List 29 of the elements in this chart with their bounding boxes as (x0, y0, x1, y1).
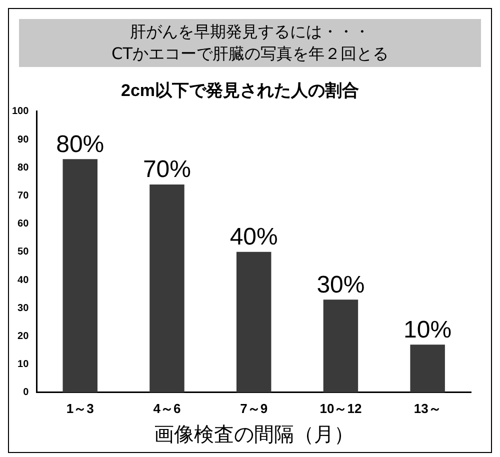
y-tick-label: 20 (18, 330, 30, 342)
y-tick-label: 10 (18, 359, 30, 370)
y-tick-label: 40 (18, 274, 30, 286)
x-tick-label: 7～9 (240, 400, 268, 416)
y-tick-label: 70 (18, 190, 30, 202)
bar (236, 252, 272, 392)
y-tick-label: 30 (18, 302, 30, 314)
chart-title: 肝がんを早期発見するには・・・ CTかエコーで肝臓の写真を年２回とる (19, 21, 481, 65)
y-tick-label: 60 (18, 218, 30, 230)
x-tick-label: 4～6 (153, 400, 181, 416)
annotation: 30% (316, 271, 365, 298)
chart-subtitle: 2cm以下で発見された人の割合 (120, 80, 360, 100)
bar (62, 159, 98, 392)
annotation: 80% (56, 130, 104, 158)
x-tick-label: 10～12 (320, 400, 362, 416)
x-tick-label: 13～ (414, 400, 442, 416)
bar (410, 344, 445, 392)
y-tick-label: 0 (23, 387, 30, 398)
annotation: 40% (230, 224, 278, 251)
y-tick-label: 50 (18, 246, 30, 258)
annotation: 70% (142, 156, 192, 184)
bar (150, 184, 184, 392)
y-tick-label: 80 (18, 162, 30, 174)
x-axis-title: 画像検査の間隔（月） (154, 422, 354, 446)
x-tick-label: 1～3 (66, 400, 94, 416)
annotation: 10% (404, 316, 452, 344)
bar (323, 300, 358, 392)
y-tick-label: 100 (12, 106, 30, 118)
y-tick-label: 90 (18, 134, 30, 146)
